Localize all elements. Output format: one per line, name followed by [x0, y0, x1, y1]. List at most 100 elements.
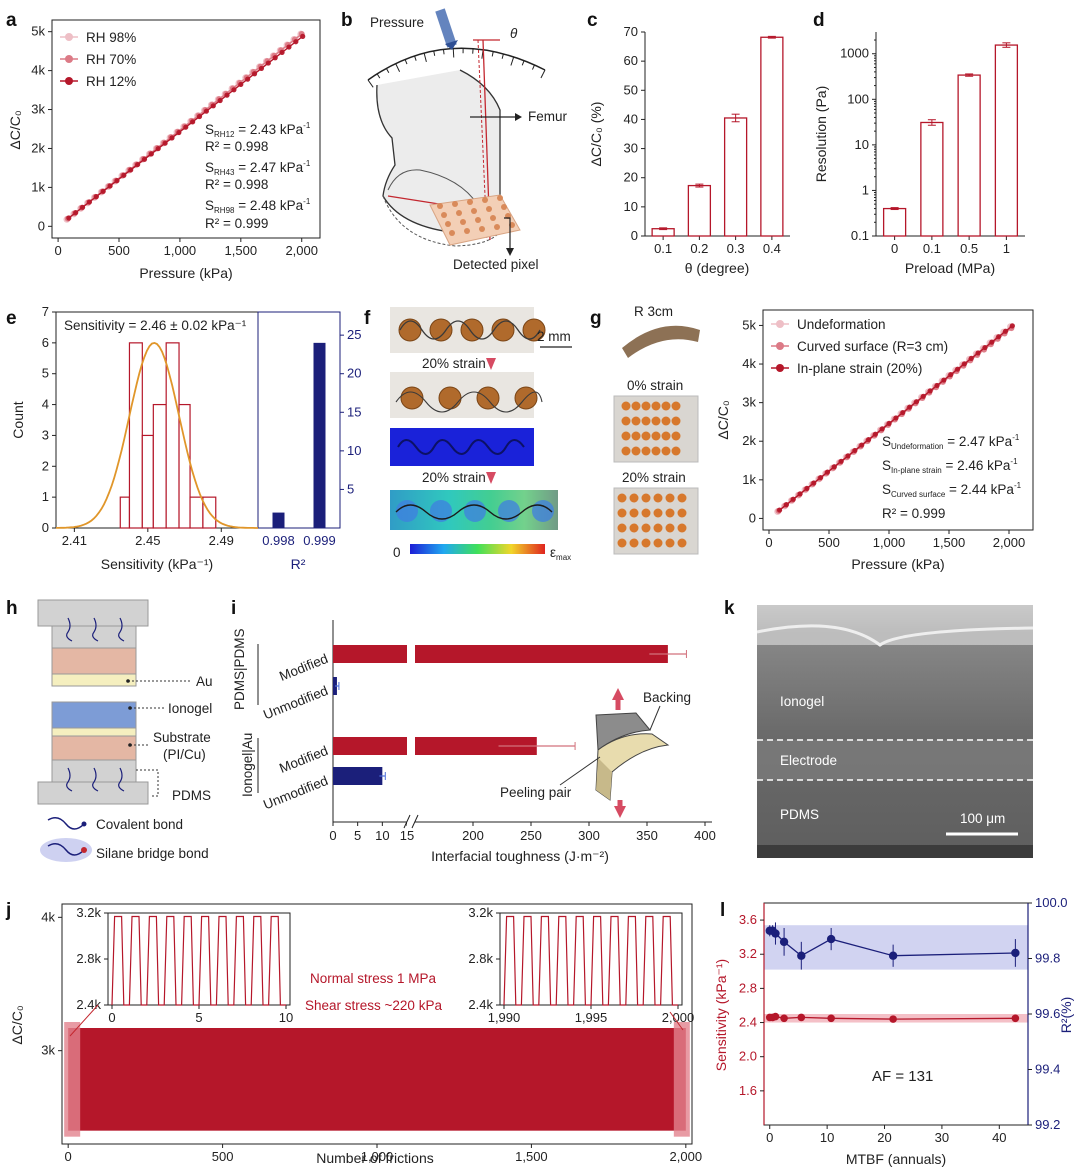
electrode-dot [476, 386, 500, 410]
curved-sensor-photo [622, 325, 700, 358]
chart-a-point [141, 156, 148, 162]
chart-c-xtick-label: 0.4 [763, 241, 781, 256]
sensor-pixel-dot [490, 215, 496, 221]
chart-a-point [210, 103, 216, 109]
chart-j-inset-left-ytick-label: 2.8k [76, 951, 101, 966]
chart-d-xtick-label: 0 [891, 241, 898, 256]
chart-i-xtick-label: 200 [462, 828, 484, 843]
chart-a-point [258, 65, 265, 72]
chart-g-ytick-label: 3k [742, 395, 756, 410]
peeling-backing-label: Backing [643, 690, 691, 705]
electrode-photo-dot [641, 538, 651, 548]
chart-g-point [907, 404, 913, 410]
chart-a-r2-98: R² = 0.999 [205, 216, 268, 231]
panel-label-a: a [6, 10, 17, 31]
scale-bar-label-f: 2 mm [537, 329, 571, 344]
chart-i-xtick-label: 250 [520, 828, 542, 843]
chart-i: 0 5 10 15 200 250 300 350 400ModifiedUnmodifiedM… [232, 620, 716, 864]
chart-e-r2-ytick-label: 5 [347, 481, 354, 496]
chart-a-xtick-label: 0 [54, 243, 61, 258]
chart-j-ylabel: ΔC/C₀ [9, 1005, 25, 1044]
electrode-photo-dot [641, 401, 651, 411]
chart-g-point [975, 350, 981, 356]
electrode-photo-dot [621, 446, 631, 456]
dial-tick [376, 73, 381, 79]
chart-a-point [169, 135, 175, 141]
chart-g-point [783, 502, 790, 508]
chart-d: 0.1 1 10 100 1000 0 0.1 0.5 1 Preload (MPa) Reso… [813, 32, 1025, 276]
chart-g-point [838, 458, 844, 464]
chart-l-point [826, 934, 836, 944]
chart-a-point [217, 97, 223, 104]
chart-i-bar-break-gap [407, 736, 415, 756]
dial-tick [531, 64, 535, 70]
chart-e-hist-bar [141, 434, 154, 529]
chart-e-r2-ytick-label: 15 [347, 404, 361, 419]
electrode-photo-dot [677, 523, 687, 533]
sensor-pixel-dot [441, 212, 447, 218]
chart-a-point [203, 108, 209, 114]
chart-l-ylabel2: R²(%) [1058, 997, 1074, 1034]
chart-e-hist-bar [119, 496, 131, 529]
chart-g-point [859, 442, 865, 448]
chart-j-inset-right-xtick-label: 1,990 [488, 1010, 521, 1025]
chart-i-xtick-label: 350 [636, 828, 658, 843]
chart-l-r2-ytick-label: 100.0 [1035, 895, 1068, 910]
chart-i-axis-break [407, 814, 415, 828]
chart-l-xtick-label: 20 [877, 1130, 891, 1145]
chart-l-point [771, 929, 780, 938]
chart-g-point [989, 339, 995, 345]
electrode-photo-dot [631, 446, 641, 456]
electrode-strain-dot [430, 500, 452, 522]
sensor-pixel-dot [445, 221, 451, 227]
chart-l-point [889, 1015, 897, 1023]
sensor-pixel-dot [482, 197, 488, 203]
colorbar-f [410, 544, 545, 554]
dial-tick [385, 68, 390, 74]
chart-j-inset-left-xtick-label: 5 [195, 1010, 202, 1025]
chart-g-xtick-label: 1,500 [933, 535, 966, 550]
dial-tick [510, 56, 515, 66]
chart-a-point [265, 60, 271, 66]
chart-a-point [293, 39, 299, 45]
chart-c-xtick-label: 0.2 [690, 241, 708, 256]
chart-d-xtick-label: 0.5 [960, 241, 978, 256]
chart-i-xtick-label: 15 [400, 828, 414, 843]
electrode-photo-dot [629, 538, 639, 548]
chart-d-ytick-label: 1000 [840, 46, 869, 61]
chart-a-point [128, 167, 134, 173]
electrode-photo-dot [621, 416, 631, 426]
sem-image-k: Ionogel Electrode PDMS 100 μm [756, 605, 1034, 858]
chart-j-xtick-label: 500 [212, 1149, 234, 1164]
chart-e: 2.41 2.45 2.49 0 1 2 3 4 5 6 7 5 10 15 20 25 0.998 0.999… [10, 304, 361, 572]
chart-j-inset-right-ytick-label: 2.4k [468, 997, 493, 1012]
chart-e-xtick-label: 2.41 [62, 533, 87, 548]
chart-e-ytick-label: 4 [42, 397, 49, 412]
svg-text:SIn-plane strain = 2.46 kPa-1: SIn-plane strain = 2.46 kPa-1 [882, 457, 1018, 475]
peeling-pair-label: Peeling pair [500, 785, 572, 800]
electrode-photo-dot [641, 493, 651, 503]
chart-g-xlabel: Pressure (kPa) [851, 556, 944, 572]
chart-c-ytick-label: 0 [631, 228, 638, 243]
chart-e-xlabel2: R² [291, 556, 306, 572]
chart-d-ytick-label: 10 [855, 137, 869, 152]
chart-d-bar [920, 121, 944, 237]
chart-e-ylabel: Count [10, 401, 26, 438]
chart-j-ytick-label: 4k [41, 909, 55, 924]
chart-i-bar [333, 645, 668, 663]
chart-g-ytick-label: 5k [742, 317, 756, 332]
chart-g-point [927, 388, 933, 394]
chart-g-xtick-label: 0 [765, 535, 772, 550]
dial-tick [414, 55, 417, 61]
chart-j-xlabel: Number of frictions [316, 1150, 433, 1166]
sensor-pixel-dot [456, 210, 462, 216]
sensor-pixel-dot [449, 230, 455, 236]
chart-c-ytick-label: 10 [624, 199, 638, 214]
chart-e-ytick-label: 2 [42, 458, 49, 473]
chart-g-ytick-label: 0 [749, 510, 756, 525]
sensor-pixel-dot [467, 199, 473, 205]
chart-a-point [135, 161, 141, 168]
chart-e-r2-ytick-label: 20 [347, 366, 361, 381]
chart-d-xlabel: Preload (MPa) [905, 260, 995, 276]
chart-i-bar [333, 737, 537, 755]
